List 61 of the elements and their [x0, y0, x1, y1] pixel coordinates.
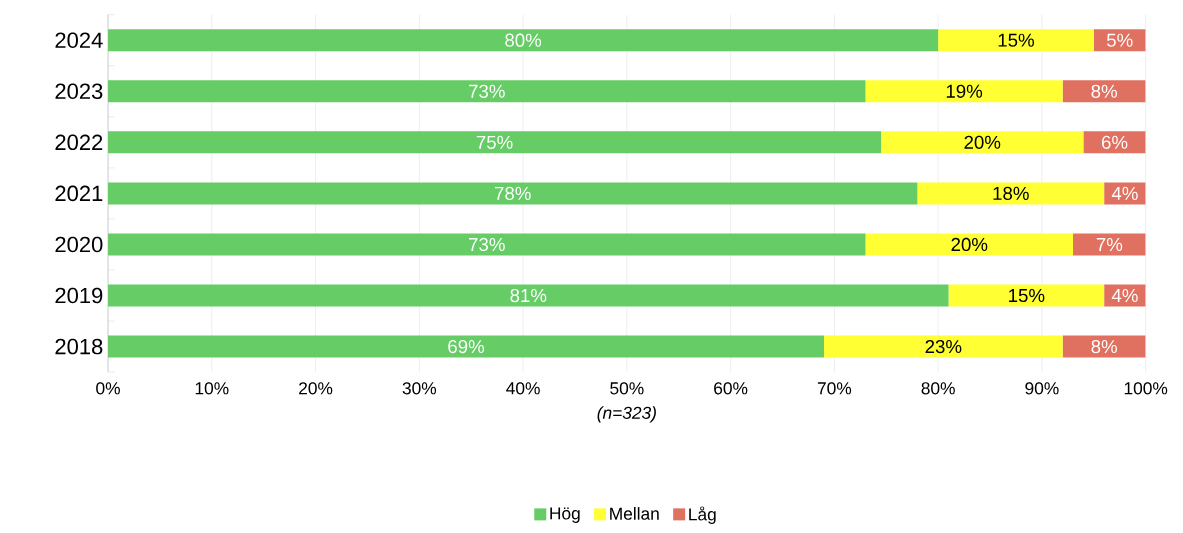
- bar: [108, 80, 866, 103]
- bar: [865, 233, 1074, 256]
- y-tick-label: 2024: [55, 32, 103, 48]
- data-label: 20%: [964, 135, 1001, 149]
- data-label: 23%: [925, 339, 962, 353]
- bar: [1062, 80, 1146, 103]
- data-label: 5%: [1106, 33, 1133, 47]
- x-tick-label: 10%: [195, 381, 229, 395]
- bar: [917, 182, 1105, 205]
- legend-label: Hög: [550, 507, 580, 523]
- data-label: 8%: [1091, 84, 1117, 98]
- x-tick-label: 40%: [506, 381, 540, 395]
- x-tick-label: 80%: [921, 381, 955, 395]
- x-tick-label: 20%: [299, 381, 333, 395]
- data-label: 7%: [1096, 237, 1123, 251]
- data-label: 73%: [469, 237, 505, 251]
- data-label: 4%: [1111, 288, 1138, 302]
- bar: [938, 28, 1094, 51]
- y-tick-label: 2023: [55, 83, 103, 99]
- x-tick-label: 60%: [714, 381, 748, 395]
- y-tick-label: 2021: [55, 185, 103, 201]
- bar: [108, 284, 949, 307]
- bar: [108, 233, 866, 256]
- data-label: 81%: [510, 288, 547, 302]
- bar: [948, 284, 1105, 307]
- data-label: 8%: [1091, 339, 1117, 353]
- x-tick-label: 30%: [402, 381, 437, 395]
- data-label: 4%: [1111, 186, 1138, 200]
- legend-label: Mellan: [610, 506, 659, 520]
- x-tick-label: 0%: [96, 381, 120, 395]
- bar: [108, 182, 918, 205]
- data-label: 75%: [476, 135, 513, 149]
- bar: [1073, 233, 1146, 256]
- data-label: 80%: [505, 33, 542, 47]
- data-label: 73%: [469, 84, 505, 98]
- legend-label: Låg: [689, 506, 716, 524]
- data-label: 69%: [448, 339, 485, 353]
- bar: [865, 80, 1063, 103]
- data-label: 15%: [998, 33, 1034, 47]
- y-tick-label: 2020: [55, 236, 103, 253]
- x-tick-label: 50%: [610, 381, 644, 395]
- bar: [108, 335, 824, 358]
- y-tick-label: 2019: [55, 287, 103, 304]
- data-label: 78%: [494, 186, 531, 200]
- bar: [1083, 131, 1146, 154]
- data-label: 18%: [993, 186, 1029, 200]
- y-tick-label: 2018: [55, 338, 103, 355]
- x-tick-label: 100%: [1124, 381, 1168, 395]
- x-tick-label: 90%: [1025, 381, 1059, 395]
- data-label: 19%: [946, 84, 983, 98]
- data-label: 15%: [1009, 288, 1045, 302]
- x-axis-title: (n=323): [597, 406, 656, 423]
- y-tick-label: 2022: [55, 134, 103, 150]
- x-tick-label: 70%: [817, 381, 852, 395]
- bar: [1062, 335, 1146, 358]
- bar: [881, 131, 1084, 154]
- bar: [108, 131, 882, 154]
- data-label: 20%: [951, 237, 988, 251]
- data-label: 6%: [1101, 135, 1128, 149]
- bar: [108, 28, 939, 51]
- bar: [824, 335, 1063, 358]
